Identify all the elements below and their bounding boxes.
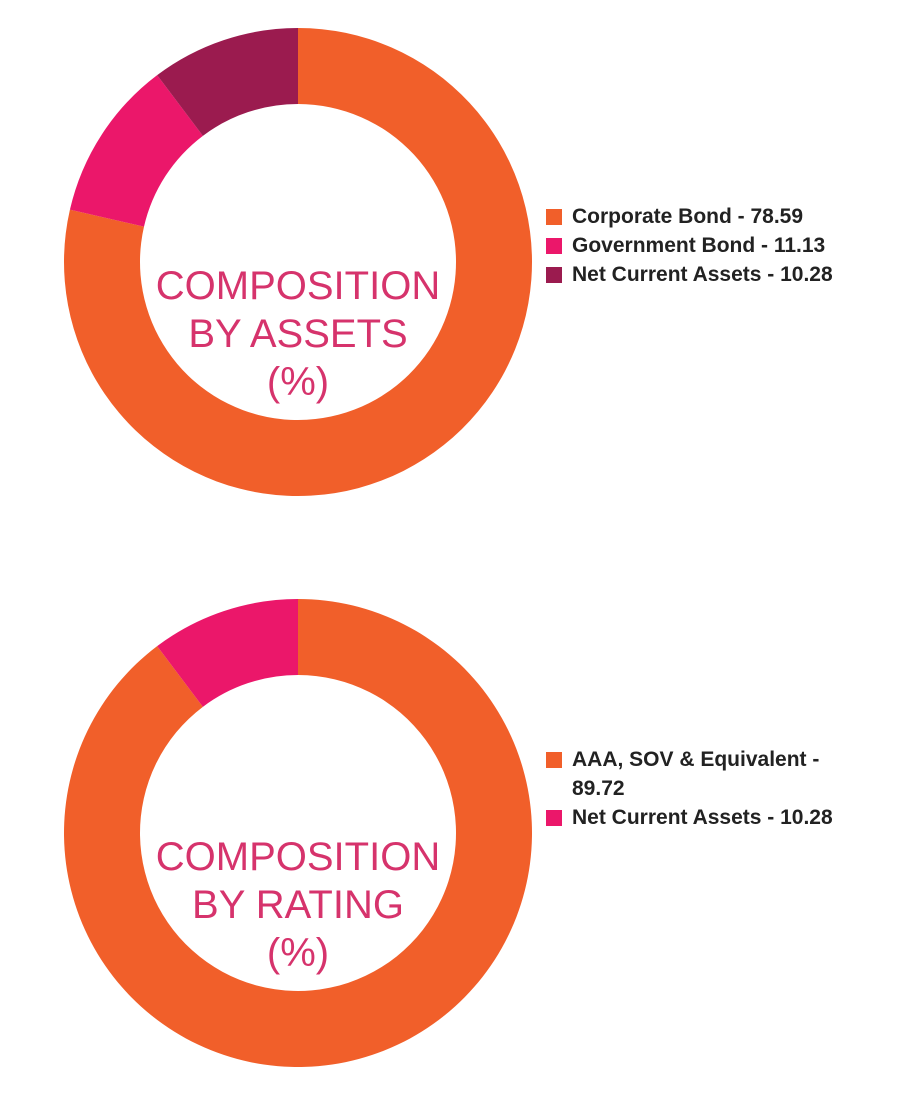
- donut-slice: [69, 75, 203, 227]
- rating-title-line-2: BY RATING: [192, 883, 404, 927]
- legend-item: Net Current Assets - 10.28: [546, 803, 876, 832]
- legend-label: Government Bond - 11.13: [572, 234, 826, 257]
- donut-slice: [157, 599, 298, 707]
- donut-slice: [157, 28, 298, 136]
- legend-item: Net Current Assets - 10.28: [546, 260, 876, 289]
- assets-title-line-3: (%): [266, 360, 330, 404]
- legend-swatch: [546, 752, 562, 768]
- rating-chart-title: COMPOSITION BY RATING (%): [143, 833, 453, 977]
- rating-title-line-3: (%): [266, 931, 330, 975]
- assets-title-line-1: COMPOSITION: [155, 264, 441, 308]
- legend-label: AAA, SOV & Equivalent - 89.72: [572, 748, 820, 800]
- donut-slice: [63, 599, 532, 1067]
- legend-item: AAA, SOV & Equivalent - 89.72: [546, 745, 876, 803]
- legend-label: Corporate Bond - 78.59: [572, 205, 804, 228]
- rating-legend: AAA, SOV & Equivalent - 89.72 Net Curren…: [546, 745, 876, 832]
- legend-label: Net Current Assets - 10.28: [572, 263, 833, 286]
- assets-legend: Corporate Bond - 78.59 Government Bond -…: [546, 202, 876, 289]
- legend-swatch: [546, 267, 562, 283]
- assets-title-line-2: BY ASSETS: [188, 312, 408, 356]
- rating-composition-chart: COMPOSITION BY RATING (%) AAA, SOV & Equ…: [0, 593, 909, 1073]
- legend-swatch: [546, 810, 562, 826]
- legend-label: Net Current Assets - 10.28: [572, 806, 833, 829]
- rating-donut: [63, 599, 532, 1067]
- donut-slice: [64, 28, 532, 497]
- assets-composition-chart: COMPOSITION BY ASSETS (%) Corporate Bond…: [0, 22, 909, 502]
- assets-donut: [64, 28, 532, 497]
- legend-item: Corporate Bond - 78.59: [546, 202, 876, 231]
- legend-swatch: [546, 209, 562, 225]
- legend-swatch: [546, 238, 562, 254]
- rating-title-line-1: COMPOSITION: [155, 835, 441, 879]
- legend-item: Government Bond - 11.13: [546, 231, 876, 260]
- assets-chart-title: COMPOSITION BY ASSETS (%): [143, 262, 453, 406]
